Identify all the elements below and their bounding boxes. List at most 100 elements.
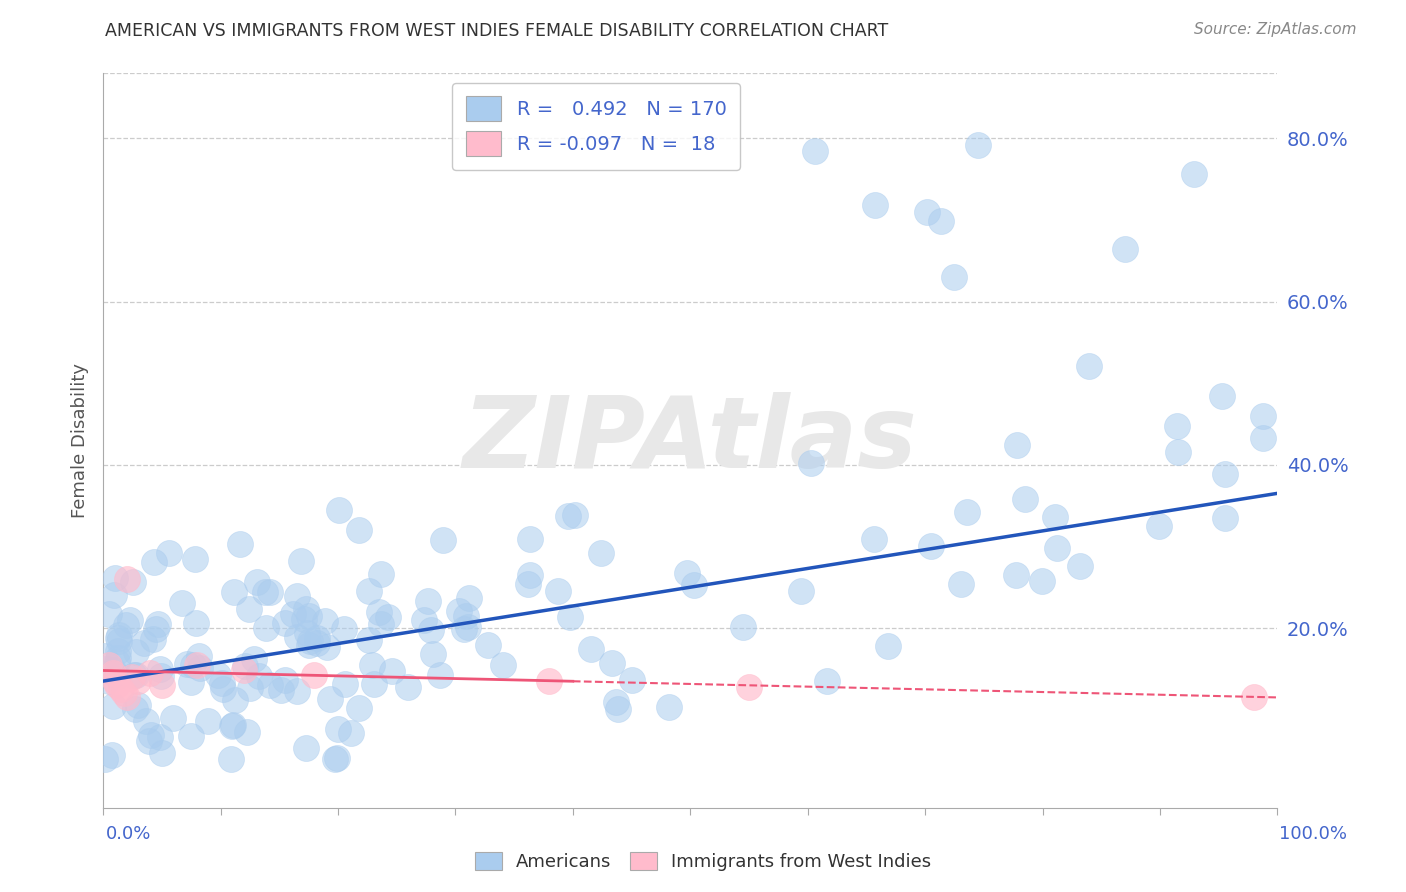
Point [803,144,825,158]
Point [142,556,165,570]
Point [314,614,336,628]
Point [254,621,277,635]
Point [281,607,304,621]
Point [298,638,321,652]
Point [863,198,886,212]
Point [377,609,399,624]
Point [149,730,172,744]
Point [270,682,292,697]
Point [323,751,346,765]
Point [233,664,256,678]
Point [188,648,211,663]
Point [1184,167,1206,181]
Point [349,701,371,715]
Point [432,533,454,547]
Point [107,633,129,648]
Point [1243,690,1265,705]
Point [1251,409,1274,424]
Point [162,711,184,725]
Point [180,729,202,743]
Point [607,702,630,716]
Point [1046,541,1069,555]
Point [150,678,173,692]
Point [600,656,623,670]
Point [242,652,264,666]
Point [429,668,451,682]
Point [956,505,979,519]
Point [229,537,252,551]
Point [259,678,281,692]
Point [359,583,381,598]
Point [325,750,347,764]
Point [197,714,219,728]
Point [142,632,165,647]
Point [863,532,886,546]
Point [98,657,121,672]
Point [222,584,245,599]
Point [184,615,207,630]
Point [221,719,243,733]
Point [1167,445,1189,459]
Point [519,568,541,582]
Point [285,684,308,698]
Point [222,717,245,731]
Point [454,609,477,624]
Point [457,619,479,633]
Point [157,546,180,560]
Point [396,680,419,694]
Point [120,613,142,627]
Point [97,673,120,688]
Point [103,699,125,714]
Point [245,574,267,589]
Legend: Americans, Immigrants from West Indies: Americans, Immigrants from West Indies [467,845,939,879]
Point [125,668,148,682]
Point [1005,437,1028,451]
Point [340,726,363,740]
Point [1213,467,1236,482]
Point [1251,431,1274,445]
Legend: R =   0.492   N = 170, R = -0.097   N =  18: R = 0.492 N = 170, R = -0.097 N = 18 [453,83,740,169]
Point [920,539,942,553]
Point [253,585,276,599]
Point [1078,359,1101,373]
Point [236,725,259,739]
Point [188,661,211,675]
Point [453,622,475,636]
Point [299,634,322,648]
Point [326,722,349,736]
Point [103,571,125,585]
Point [115,618,138,632]
Point [295,626,318,640]
Point [101,665,124,680]
Point [1147,518,1170,533]
Point [929,213,952,227]
Point [224,692,246,706]
Point [239,681,262,695]
Point [589,546,612,560]
Point [1014,491,1036,506]
Point [122,668,145,682]
Point [285,630,308,644]
Point [319,691,342,706]
Point [335,676,357,690]
Point [172,596,194,610]
Point [141,728,163,742]
Point [917,205,939,219]
Point [115,690,138,705]
Point [422,647,444,661]
Point [381,664,404,678]
Point [212,681,235,696]
Point [132,636,155,650]
Point [238,602,260,616]
Text: 0.0%: 0.0% [105,825,150,843]
Point [967,138,990,153]
Point [815,673,838,688]
Point [176,657,198,671]
Point [1166,419,1188,434]
Point [370,566,392,581]
Point [676,566,699,580]
Point [290,554,312,568]
Point [457,591,479,605]
Text: Source: ZipAtlas.com: Source: ZipAtlas.com [1194,22,1357,37]
Text: 100.0%: 100.0% [1279,825,1347,843]
